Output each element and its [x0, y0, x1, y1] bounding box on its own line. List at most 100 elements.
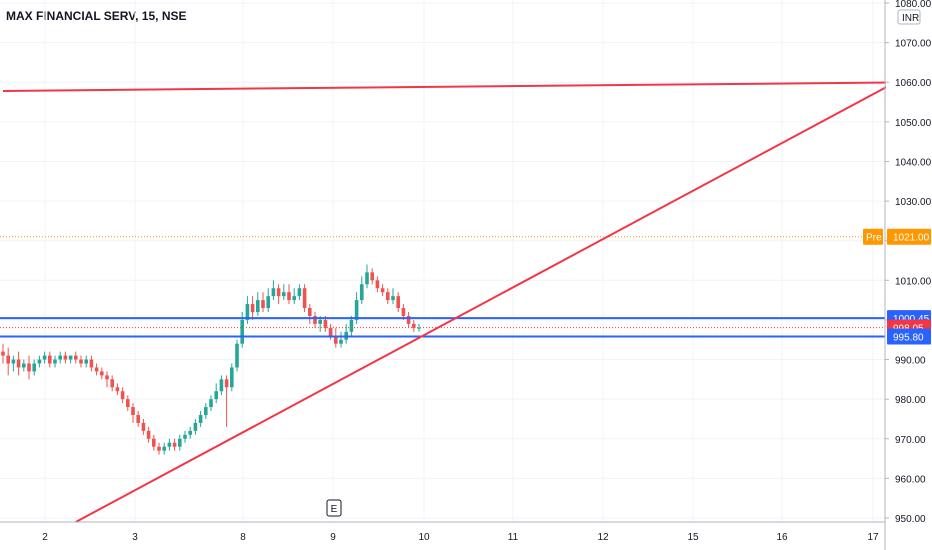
time-tick-label: 3	[132, 532, 138, 543]
price-tick-label: 1010.00	[895, 276, 932, 287]
candle-body[interactable]	[401, 308, 406, 316]
candle-body[interactable]	[282, 292, 286, 297]
candle-body[interactable]	[261, 300, 265, 309]
candle-body[interactable]	[224, 379, 229, 388]
candle-body[interactable]	[406, 315, 411, 324]
candle-body[interactable]	[302, 288, 307, 309]
candle-body[interactable]	[271, 288, 276, 297]
candle-body[interactable]	[417, 327, 421, 329]
candle-body[interactable]	[42, 355, 47, 360]
candle-body[interactable]	[276, 288, 281, 297]
event-marker[interactable]	[326, 499, 342, 517]
candle-body[interactable]	[178, 438, 182, 447]
candle-body[interactable]	[22, 363, 26, 368]
candle-body[interactable]	[89, 359, 94, 368]
candle-body[interactable]	[198, 415, 203, 423]
level-upper-label: 1000.45	[893, 314, 930, 325]
candle-body[interactable]	[313, 315, 317, 324]
candle-body[interactable]	[58, 355, 62, 360]
candle-body[interactable]	[183, 434, 187, 439]
candle-body[interactable]	[209, 399, 213, 408]
candle-body[interactable]	[172, 442, 177, 447]
premarket-price-badge	[887, 228, 931, 245]
candle-body[interactable]	[328, 327, 333, 336]
candle-body[interactable]	[297, 288, 302, 297]
trend-line[interactable]	[75, 3, 932, 523]
candle-body[interactable]	[32, 363, 36, 372]
candle-body[interactable]	[365, 272, 369, 285]
candle-body[interactable]	[16, 359, 21, 368]
candle-body[interactable]	[6, 355, 10, 364]
candle-body[interactable]	[188, 430, 192, 435]
candle-body[interactable]	[94, 367, 99, 372]
candle-body[interactable]	[354, 300, 359, 320]
candle-body[interactable]	[339, 339, 343, 344]
time-tick-label: 16	[776, 532, 788, 543]
candle-body[interactable]	[245, 304, 250, 320]
candle-body[interactable]	[193, 422, 198, 431]
candle-body[interactable]	[63, 355, 68, 360]
time-tick-label: 10	[418, 532, 430, 543]
candle-body[interactable]	[250, 304, 255, 312]
candle-body[interactable]	[349, 319, 354, 332]
time-tick-label: 9	[330, 532, 336, 543]
candle-body[interactable]	[292, 296, 296, 301]
candle-body[interactable]	[105, 375, 109, 380]
candle-body[interactable]	[219, 379, 224, 392]
candle-body[interactable]	[152, 438, 156, 447]
candle-body[interactable]	[110, 379, 114, 388]
level-lower-badge	[887, 328, 931, 345]
candle-body[interactable]	[53, 359, 57, 364]
candle-body[interactable]	[230, 367, 234, 388]
candle-body[interactable]	[27, 363, 31, 372]
candle-body[interactable]	[167, 442, 172, 447]
candle-body[interactable]	[100, 371, 104, 376]
candle-body[interactable]	[162, 446, 166, 451]
candle-body[interactable]	[240, 319, 244, 344]
candle-body[interactable]	[360, 284, 364, 301]
candle-body[interactable]	[308, 308, 312, 316]
candle-body[interactable]	[48, 355, 52, 364]
candle-body[interactable]	[380, 288, 385, 293]
candle-body[interactable]	[235, 343, 239, 368]
candle-body[interactable]	[126, 399, 130, 408]
candle-body[interactable]	[84, 359, 88, 364]
price-tick-label: 1070.00	[895, 39, 932, 50]
price-tick-label: 1080.00	[895, 0, 932, 10]
candle-body[interactable]	[375, 280, 380, 289]
candle-body[interactable]	[131, 407, 135, 415]
candle-body[interactable]	[214, 391, 218, 400]
candle-body[interactable]	[396, 296, 400, 309]
candle-body[interactable]	[334, 335, 338, 344]
candle-body[interactable]	[79, 359, 83, 364]
candle-body[interactable]	[323, 319, 328, 328]
currency-badge[interactable]	[897, 9, 921, 25]
candle-body[interactable]	[146, 430, 151, 439]
candle-body[interactable]	[120, 391, 125, 400]
candle-body[interactable]	[136, 415, 140, 423]
candle-body[interactable]	[318, 319, 322, 324]
candle-body[interactable]	[370, 272, 374, 281]
candle-body[interactable]	[1, 351, 5, 356]
candle-body[interactable]	[141, 422, 146, 431]
candle-body[interactable]	[256, 300, 260, 312]
candle-body[interactable]	[386, 292, 390, 301]
price-tick-label: 1050.00	[895, 118, 932, 129]
price-tick-label: 970.00	[895, 435, 926, 446]
event-marker-label: E	[331, 504, 338, 515]
candle-body[interactable]	[412, 323, 416, 328]
price-tick-label: 1030.00	[895, 197, 932, 208]
candle-body[interactable]	[74, 355, 78, 360]
candle-body[interactable]	[68, 355, 73, 360]
candle-body[interactable]	[11, 359, 16, 364]
candle-body[interactable]	[37, 359, 42, 364]
candle-body[interactable]	[266, 296, 270, 309]
candle-body[interactable]	[391, 296, 395, 301]
candle-body[interactable]	[157, 446, 161, 451]
candle-body[interactable]	[204, 407, 208, 415]
candle-body[interactable]	[287, 292, 291, 301]
candle-body[interactable]	[115, 387, 120, 392]
premarket-price-label: 1021.00	[893, 233, 930, 244]
trend-line[interactable]	[2, 81, 932, 92]
